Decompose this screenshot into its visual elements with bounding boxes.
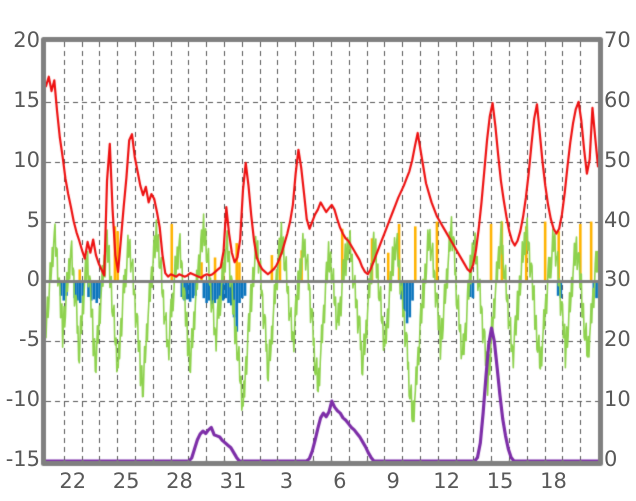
- x-axis-tick: 28: [166, 469, 193, 493]
- y-axis-right-tick: 0: [604, 447, 618, 471]
- x-axis-tick: 15: [486, 469, 514, 493]
- y-axis-left-tick: 5: [26, 207, 40, 232]
- y-axis-right-tick: 60: [604, 87, 631, 112]
- y-axis-left-tick: 15: [13, 87, 40, 112]
- y-axis-left-tick: 10: [13, 147, 40, 172]
- x-axis-tick: 25: [112, 469, 140, 493]
- y-axis-right-tick: 30: [604, 267, 631, 292]
- x-axis-tick: 18: [540, 469, 567, 493]
- x-axis-tick: 31: [219, 469, 247, 493]
- y-axis-right-tick: 10: [604, 387, 631, 412]
- y-axis-left-tick: -10: [5, 387, 40, 412]
- x-axis-tick: 3: [279, 469, 294, 493]
- y-axis-right-tick: 40: [604, 207, 631, 232]
- y-axis-left-tick: -15: [5, 447, 40, 471]
- x-axis-tick: 9: [386, 469, 400, 493]
- x-axis-tick: 22: [59, 469, 87, 493]
- x-axis-tick: 6: [333, 469, 347, 493]
- x-axis-tick: 12: [433, 469, 460, 493]
- y-axis-right-tick: 50: [604, 147, 631, 172]
- y-axis-right-tick: 70: [604, 28, 631, 52]
- y-axis-right-tick: 20: [604, 327, 631, 352]
- y-axis-left-tick: 20: [13, 28, 40, 52]
- y-axis-left-tick: -5: [19, 327, 40, 352]
- y-axis-left-tick: 0: [26, 267, 40, 292]
